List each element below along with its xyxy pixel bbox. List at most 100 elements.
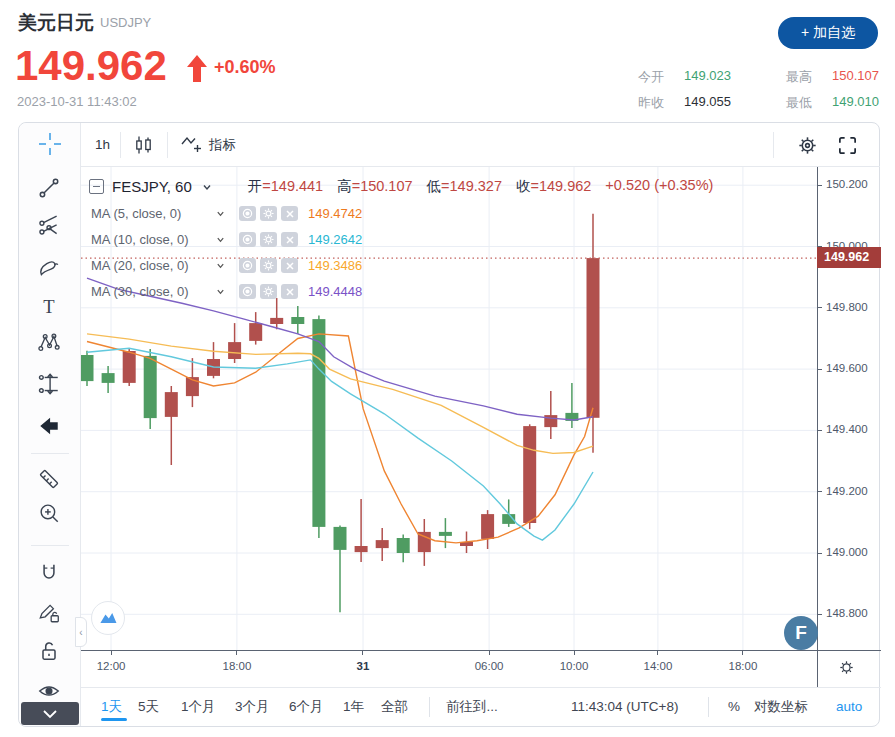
interval-selector[interactable]: 1h	[81, 137, 120, 152]
ma-settings-button[interactable]	[260, 206, 277, 221]
add-watchlist-button[interactable]: + 加自选	[778, 17, 878, 49]
price-axis[interactable]: 150.200150.000149.800149.600149.400149.2…	[818, 167, 881, 651]
chevron-down-icon	[202, 182, 212, 192]
auto-scale-button[interactable]: auto	[836, 688, 862, 725]
lock-icon[interactable]	[37, 639, 63, 665]
trend-line-icon[interactable]	[37, 176, 63, 202]
text-tool-icon[interactable]: T	[37, 294, 63, 320]
chevron-down-icon	[216, 235, 225, 244]
indicator-icon	[180, 133, 204, 157]
ma-settings-button[interactable]	[260, 232, 277, 247]
chevron-down-icon	[216, 287, 225, 296]
toolbar-divider	[708, 697, 709, 717]
legend-collapse-icon[interactable]	[89, 179, 104, 194]
zoom-in-icon[interactable]	[37, 501, 63, 527]
range-3m[interactable]: 3个月	[235, 688, 270, 725]
time-tick-dash	[657, 651, 658, 655]
ma-visibility-button[interactable]	[239, 284, 256, 299]
toolbar-separator	[31, 545, 69, 546]
range-toolbar: 1天 5天 1个月 3个月 6个月 1年 全部 前往到... 11:43:04 …	[81, 687, 881, 727]
brush-icon[interactable]	[37, 256, 63, 282]
chart-widget: T	[18, 122, 880, 727]
range-all[interactable]: 全部	[381, 688, 408, 725]
ma-settings-button[interactable]	[260, 258, 277, 273]
xabcd-pattern-icon[interactable]	[37, 331, 63, 357]
drawing-toolbar: T	[19, 123, 81, 726]
time-tick-label: 12:00	[89, 660, 133, 672]
time-tick-label: 10:00	[552, 660, 596, 672]
chevron-down-icon	[216, 209, 225, 218]
axis-settings-button[interactable]	[838, 659, 855, 676]
range-1m[interactable]: 1个月	[181, 688, 216, 725]
change-percent: +0.60%	[214, 57, 276, 78]
ma-remove-button[interactable]	[281, 232, 298, 247]
range-6m[interactable]: 6个月	[289, 688, 324, 725]
indicator-button[interactable]: 指标	[168, 133, 248, 157]
up-arrow-icon	[186, 55, 208, 83]
drawing-lock-icon[interactable]	[37, 601, 63, 627]
ma-row: MA (10, close, 0) 149.2642	[91, 230, 362, 249]
bar-change: +0.520 (+0.35%)	[605, 177, 713, 196]
clock-label: 11:43:04 (UTC+8)	[571, 688, 678, 725]
stat-low-label: 最低	[786, 94, 812, 112]
stat-prevclose-value: 149.055	[684, 94, 731, 109]
back-arrow-icon[interactable]	[37, 414, 63, 440]
ma-remove-button[interactable]	[281, 206, 298, 221]
price-tick-label: 149.400	[826, 423, 868, 435]
toolbar-collapse-tab[interactable]: ‹	[75, 617, 87, 647]
time-tick-dash	[742, 651, 743, 655]
time-tick-label: 31	[341, 660, 385, 672]
time-tick-dash	[362, 651, 363, 655]
last-price: 149.962	[15, 42, 167, 90]
ma-row: MA (30, close, 0) 149.4448	[91, 282, 362, 301]
crosshair-icon[interactable]	[37, 131, 63, 157]
fullscreen-icon	[837, 135, 858, 156]
time-tick-label: 18:00	[215, 660, 259, 672]
svg-text:T: T	[43, 296, 55, 317]
gear-icon	[838, 659, 855, 676]
time-tick-dash	[489, 651, 490, 655]
chart-style-selector[interactable]	[121, 134, 167, 156]
time-tick-label: 18:00	[721, 660, 765, 672]
candlestick-icon	[133, 134, 155, 156]
page-title: 美元日元	[18, 10, 94, 36]
chevron-down-icon	[216, 261, 225, 270]
pitchfork-icon[interactable]	[37, 214, 63, 240]
price-tick-label: 149.200	[826, 485, 868, 497]
price-tick-dash	[818, 491, 822, 492]
price-tick-dash	[818, 185, 822, 186]
price-tick-dash	[818, 430, 822, 431]
price-tick-label: 148.800	[826, 607, 868, 619]
ma-visibility-button[interactable]	[239, 206, 256, 221]
ma-row: MA (5, close, 0) 149.4742	[91, 204, 362, 223]
toolbar-collapse-button[interactable]	[21, 702, 79, 725]
ma-remove-button[interactable]	[281, 284, 298, 299]
quote-timestamp: 2023-10-31 11:43:02	[17, 94, 137, 109]
percent-scale-button[interactable]: %	[728, 688, 740, 725]
ma-visibility-button[interactable]	[239, 232, 256, 247]
ma-visibility-button[interactable]	[239, 258, 256, 273]
time-tick-label: 06:00	[467, 660, 511, 672]
range-1y[interactable]: 1年	[343, 688, 364, 725]
log-scale-button[interactable]: 对数坐标	[754, 688, 808, 725]
ma-settings-button[interactable]	[260, 284, 277, 299]
ohlc-values: 开=149.441 高=150.107 低=149.327 收=149.962 …	[248, 177, 714, 196]
series-title[interactable]: FESJPY, 60	[112, 178, 192, 195]
stat-high-label: 最高	[786, 68, 812, 86]
price-tick-label: 149.000	[826, 546, 868, 558]
magnet-icon[interactable]	[37, 561, 63, 587]
ma-remove-button[interactable]	[281, 258, 298, 273]
ruler-icon[interactable]	[37, 467, 63, 493]
stat-low-value: 149.010	[832, 94, 879, 109]
range-5d[interactable]: 5天	[138, 688, 159, 725]
chart-settings-button[interactable]	[784, 134, 831, 157]
price-tick-label: 149.800	[826, 301, 868, 313]
goto-date-button[interactable]: 前往到...	[446, 688, 498, 725]
toolbar-separator	[31, 453, 69, 454]
position-tool-icon[interactable]	[37, 372, 63, 398]
stat-open-value: 149.023	[684, 68, 731, 83]
time-axis[interactable]: 12:0018:003106:0010:0014:0018:00	[81, 651, 817, 687]
stat-open-label: 今开	[638, 68, 664, 86]
fullscreen-button[interactable]	[831, 135, 870, 156]
chart-toolbar: 1h 指标	[81, 123, 880, 167]
